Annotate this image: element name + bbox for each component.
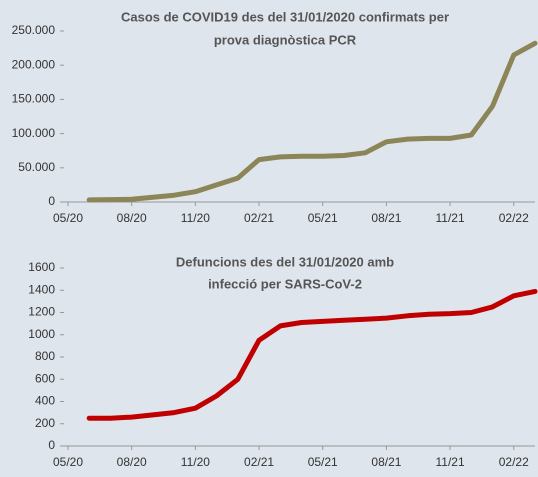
chart-title: Defuncions des del 31/01/2020 amb [176,254,394,269]
y-tick-label: 1600 [28,260,55,274]
chart-title: prova diagnòstica PCR [214,32,357,47]
y-tick-label: 100.000 [12,126,56,140]
x-tick-label: 02/21 [244,455,274,469]
y-tick-label: 1200 [28,305,55,319]
x-tick-label: 08/20 [117,211,147,225]
line [86,40,538,203]
y-tick-label: 50.000 [18,160,55,174]
x-tick-label: 08/21 [371,211,401,225]
x-tick-label: 08/21 [371,455,401,469]
x-tick-label: 05/20 [53,455,83,469]
y-tick-label: 0 [48,438,55,452]
y-tick-label: 600 [35,371,55,385]
x-tick-label: 11/21 [436,455,465,469]
x-tick-label: 02/22 [499,455,529,469]
y-tick-label: 1000 [28,327,55,341]
x-tick-label: 05/21 [308,455,338,469]
y-tick-label: 1400 [28,282,55,296]
x-tick-label: 02/22 [499,211,529,225]
x-tick-label: 05/21 [308,211,338,225]
x-tick-label: 11/21 [436,211,465,225]
y-tick-label: 800 [35,349,55,363]
y-tick-label: 0 [48,194,55,208]
x-tick-label: 02/21 [244,211,274,225]
x-tick-label: 11/20 [181,211,210,225]
line [86,288,538,421]
y-tick-label: 200.000 [12,57,56,71]
y-tick-label: 250.000 [12,23,56,37]
chart-title: infecció per SARS-CoV-2 [208,276,362,291]
y-tick-label: 400 [35,394,55,408]
chart-title: Casos de COVID19 des del 31/01/2020 conf… [121,9,449,24]
x-tick-label: 05/20 [53,211,83,225]
y-tick-label: 200 [35,416,55,430]
x-tick-label: 11/20 [181,455,210,469]
y-tick-label: 150.000 [12,92,56,106]
x-tick-label: 08/20 [117,455,147,469]
